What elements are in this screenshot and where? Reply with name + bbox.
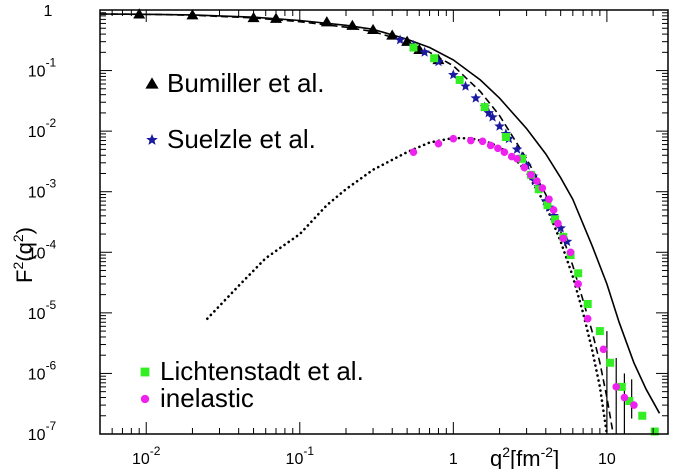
star-marker <box>561 236 573 247</box>
y-tick-label: 10-2 <box>28 116 57 141</box>
square-marker <box>501 133 510 142</box>
x-tick-label: 1 <box>449 451 458 468</box>
circle-marker <box>574 280 582 288</box>
y-tick-label: 10-3 <box>28 177 57 202</box>
x-axis-label: q2[fm-2] <box>490 444 559 469</box>
star-marker <box>433 56 444 67</box>
triangle-marker <box>386 29 399 40</box>
square-marker <box>409 43 418 52</box>
circle-marker <box>520 163 529 172</box>
star-marker <box>487 111 498 122</box>
triangle-marker <box>367 23 380 35</box>
triangle-marker <box>346 19 359 30</box>
star-marker <box>448 69 459 80</box>
star-marker <box>419 46 430 57</box>
x-tick-label: 10 <box>598 451 616 468</box>
square-marker <box>430 54 439 63</box>
square-marker <box>543 201 552 210</box>
star-marker <box>394 34 406 45</box>
x-tick-label: 10-2 <box>132 444 161 468</box>
triangle-marker <box>401 35 414 46</box>
circle-marker <box>549 206 558 214</box>
circle-marker <box>559 234 568 243</box>
legend: Bumiller et al. Suelzle et al. Lichtensta… <box>140 68 364 413</box>
circle-marker <box>533 177 541 185</box>
square-marker <box>617 382 626 391</box>
circle-marker <box>434 139 443 148</box>
star-marker <box>483 107 494 118</box>
triangle-marker <box>145 77 159 89</box>
circle-marker <box>554 219 562 228</box>
legend-label: inelastic <box>160 383 254 413</box>
square-marker <box>650 427 659 436</box>
triangle-marker <box>269 12 282 23</box>
star-marker <box>548 210 559 221</box>
triangle-marker <box>247 11 260 23</box>
y-tick-label: 10-6 <box>28 358 57 383</box>
circle-marker <box>467 136 475 145</box>
x-tick-label: 10-1 <box>286 444 315 468</box>
y-axis-label: F2(q2) <box>10 227 37 283</box>
circle-marker <box>409 148 418 156</box>
square-marker <box>140 367 150 377</box>
circle-marker <box>630 401 638 409</box>
square-marker <box>574 269 583 278</box>
circle-marker <box>140 394 150 404</box>
y-tick-label: 10-4 <box>28 237 57 262</box>
circle-marker <box>538 184 547 192</box>
plot-frame <box>99 9 669 435</box>
legend-top: Bumiller et al. Suelzle et al. <box>145 68 325 154</box>
legend-label: Suelzle et al. <box>167 124 316 154</box>
square-marker <box>583 300 592 309</box>
circle-marker <box>449 134 458 143</box>
star-marker <box>511 143 523 154</box>
square-marker <box>606 358 615 367</box>
triangle-marker <box>320 16 333 27</box>
star-marker <box>494 120 505 131</box>
square-marker <box>551 215 560 224</box>
circle-marker <box>486 141 495 150</box>
axes: 10-2 10-1 1 10 1 10-1 10-2 10-3 10-4 10-5 10-6 10-7 <box>28 3 668 468</box>
circle-marker <box>527 171 535 179</box>
square-marker <box>595 327 604 336</box>
legend-label: Bumiller et al. <box>167 68 325 98</box>
y-tick-label: 10-5 <box>28 298 57 323</box>
circle-marker <box>612 383 621 391</box>
circle-marker <box>513 154 521 163</box>
circle-marker <box>545 195 553 204</box>
circle-marker <box>494 144 502 153</box>
y-tick-label: 10-7 <box>28 419 57 444</box>
legend-label: Lichtenstadt et al. <box>160 356 364 386</box>
star-marker <box>555 222 566 233</box>
circle-marker <box>478 137 487 146</box>
square-marker <box>480 103 489 112</box>
data-points <box>133 8 659 436</box>
y-tick-label: 10-1 <box>28 56 57 81</box>
star-marker <box>146 133 158 145</box>
dotted-curve <box>206 136 609 436</box>
y-tick-label: 1 <box>44 3 53 20</box>
legend-bottom: Lichtenstadt et al.inelastic <box>140 356 364 413</box>
square-marker <box>625 397 634 406</box>
star-marker <box>460 80 471 91</box>
square-marker <box>518 154 527 163</box>
square-marker <box>638 411 647 420</box>
star-marker <box>470 92 481 103</box>
circle-marker <box>566 248 575 257</box>
square-marker <box>455 75 464 84</box>
circle-marker <box>583 314 592 323</box>
circle-marker <box>599 345 608 354</box>
circle-marker <box>620 393 629 402</box>
circle-marker <box>500 148 509 156</box>
